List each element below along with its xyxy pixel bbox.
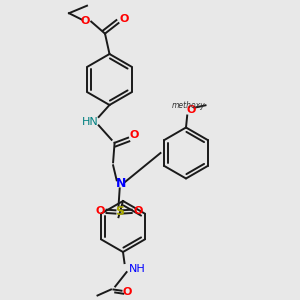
Text: S: S [115,205,124,218]
Text: HN: HN [82,117,99,128]
Text: O: O [123,287,132,297]
Text: N: N [116,177,127,190]
Text: O: O [95,206,105,216]
Text: O: O [80,16,90,26]
Text: O: O [187,105,196,115]
Text: methoxy: methoxy [172,100,206,109]
Text: O: O [129,130,139,140]
Text: O: O [120,14,129,25]
Text: NH: NH [129,263,146,274]
Text: O: O [134,206,143,216]
